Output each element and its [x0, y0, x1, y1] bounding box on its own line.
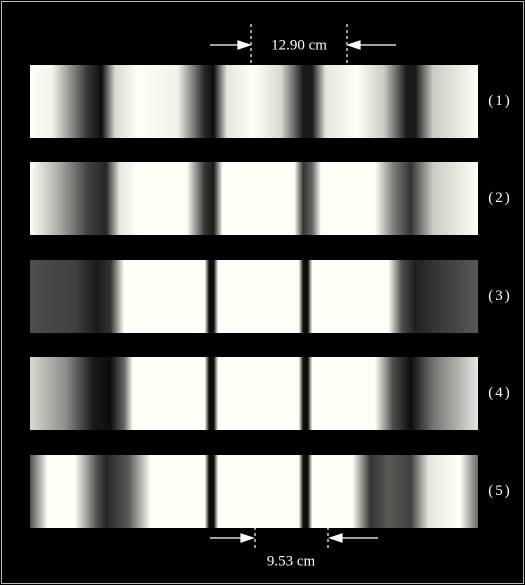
figure: 12.90 cm 9.53 cm (1) (2) (3) (4) (5) [0, 0, 525, 585]
fringe-strip [30, 455, 478, 528]
panel-label: (5) [488, 483, 512, 499]
panel-label: (1) [488, 93, 512, 109]
fringe-strip [30, 162, 478, 235]
panel-label: (3) [488, 288, 512, 304]
bottom-label: 9.53 cm [267, 553, 316, 569]
fringe-strip [30, 357, 478, 430]
panel-label: (2) [488, 190, 512, 206]
fringe-strip [30, 260, 478, 333]
panel-label: (4) [488, 385, 512, 401]
fringe-strip [30, 65, 478, 138]
top-label: 12.90 cm [271, 37, 327, 53]
